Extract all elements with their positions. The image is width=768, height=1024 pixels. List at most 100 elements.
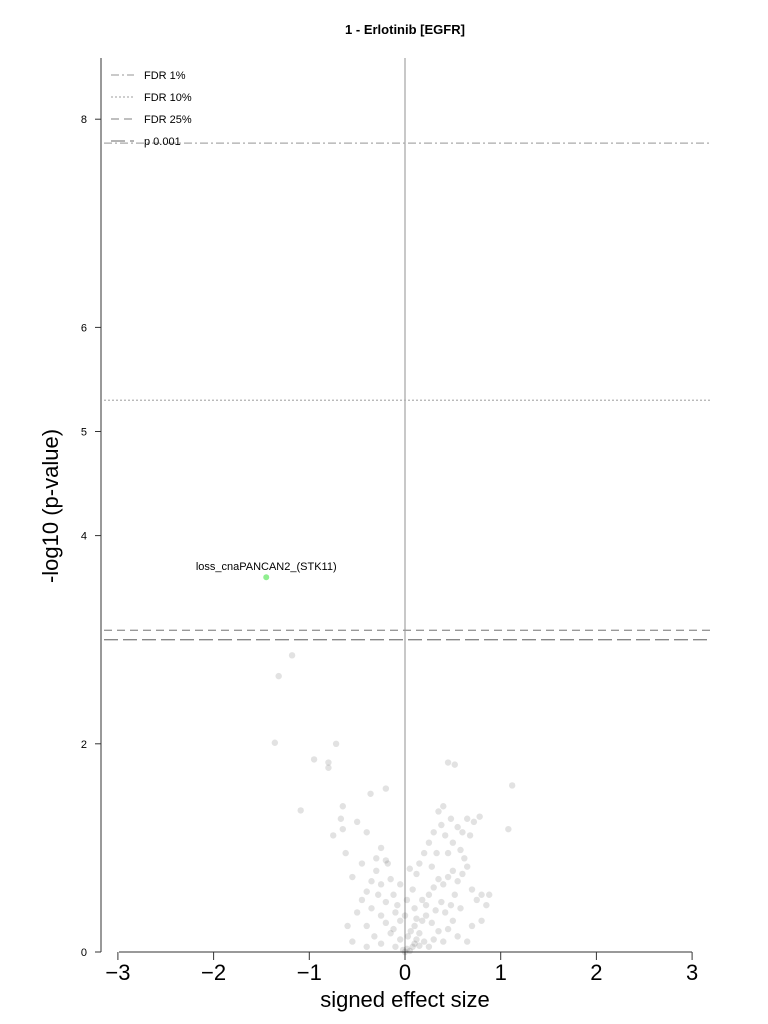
y-tick-label: 8 xyxy=(81,114,87,126)
data-point xyxy=(425,943,433,950)
data-point xyxy=(440,881,447,888)
data-point xyxy=(325,764,332,771)
data-point xyxy=(420,938,428,945)
data-point xyxy=(466,832,474,839)
data-point xyxy=(438,821,445,829)
data-point xyxy=(416,860,423,867)
x-tick-label: 2 xyxy=(590,960,602,985)
data-point xyxy=(382,919,390,927)
data-point xyxy=(377,881,385,888)
data-point xyxy=(425,891,433,898)
data-point xyxy=(330,832,337,839)
x-tick-label: −3 xyxy=(105,960,130,985)
highlighted-points: loss_cnaPANCAN2_(STK11) xyxy=(196,561,337,581)
data-point xyxy=(349,873,356,881)
data-point xyxy=(288,652,296,659)
data-point xyxy=(422,912,430,919)
data-point xyxy=(444,849,452,857)
y-axis-title: -log10 (p-value) xyxy=(38,429,63,583)
data-point xyxy=(505,825,512,833)
data-point xyxy=(473,896,480,904)
data-point xyxy=(416,930,423,937)
legend-label: p 0.001 xyxy=(144,136,181,148)
data-point xyxy=(449,867,457,875)
x-tick-label: 1 xyxy=(495,960,507,985)
data-point xyxy=(430,936,437,943)
data-point xyxy=(368,878,375,885)
data-point xyxy=(428,863,435,870)
legend-label: FDR 10% xyxy=(144,92,192,104)
x-tick-label: −1 xyxy=(297,960,322,985)
data-point xyxy=(432,907,439,914)
data-point xyxy=(413,915,420,922)
data-point xyxy=(404,933,412,940)
data-point xyxy=(451,761,458,768)
data-point xyxy=(419,917,426,924)
data-point xyxy=(468,886,476,893)
data-point xyxy=(454,933,461,940)
data-point xyxy=(440,803,447,810)
data-point xyxy=(411,922,418,930)
data-point xyxy=(464,863,471,870)
data-point xyxy=(438,898,445,906)
data-point xyxy=(449,839,457,846)
x-axis-title: signed effect size xyxy=(320,987,490,1012)
highlighted-point xyxy=(263,574,270,581)
y-tick-label: 5 xyxy=(81,427,87,439)
data-point xyxy=(468,922,476,930)
data-point xyxy=(407,927,414,935)
data-point xyxy=(478,917,485,924)
data-point xyxy=(392,909,399,916)
x-tick-label: 3 xyxy=(686,960,698,985)
data-point xyxy=(382,898,390,906)
data-point xyxy=(406,947,413,955)
data-point xyxy=(358,860,366,867)
data-point xyxy=(454,823,461,831)
data-point xyxy=(373,855,380,862)
data-point xyxy=(387,875,394,883)
data-point xyxy=(363,829,370,836)
data-point xyxy=(339,825,346,833)
data-point xyxy=(461,855,468,862)
data-point xyxy=(377,940,385,947)
data-point xyxy=(478,891,485,898)
data-point xyxy=(413,936,420,943)
data-point xyxy=(441,832,449,839)
data-point xyxy=(441,909,449,916)
data-point xyxy=(390,925,397,933)
data-point xyxy=(430,884,437,891)
axes: 0 2 4 5 6 8 −3 −2 −1 0 1 2 3 xyxy=(81,58,698,985)
data-point xyxy=(392,943,399,950)
data-point xyxy=(377,844,385,852)
data-point xyxy=(344,922,351,930)
data-point xyxy=(451,891,458,898)
data-point xyxy=(411,905,418,912)
data-point xyxy=(419,896,426,904)
data-point xyxy=(425,839,433,846)
data-point xyxy=(325,759,332,766)
data-point xyxy=(368,905,375,912)
data-point xyxy=(447,901,455,909)
data-point xyxy=(483,901,490,909)
data-point xyxy=(310,756,318,763)
y-tick-label: 6 xyxy=(81,322,87,334)
data-point xyxy=(435,808,442,815)
data-point xyxy=(397,917,404,924)
data-point xyxy=(373,867,380,875)
data-point xyxy=(449,917,457,924)
x-tick-label: −2 xyxy=(201,960,226,985)
data-point xyxy=(275,672,282,680)
data-point xyxy=(411,940,418,947)
data-point xyxy=(464,938,471,945)
data-point xyxy=(363,888,370,895)
data-point xyxy=(420,849,428,857)
data-point xyxy=(342,849,349,857)
data-point xyxy=(409,943,416,950)
data-point xyxy=(435,875,442,883)
data-point xyxy=(358,896,366,904)
data-point xyxy=(367,790,374,797)
data-point xyxy=(413,870,420,878)
data-point xyxy=(459,870,466,878)
data-point xyxy=(476,813,483,820)
